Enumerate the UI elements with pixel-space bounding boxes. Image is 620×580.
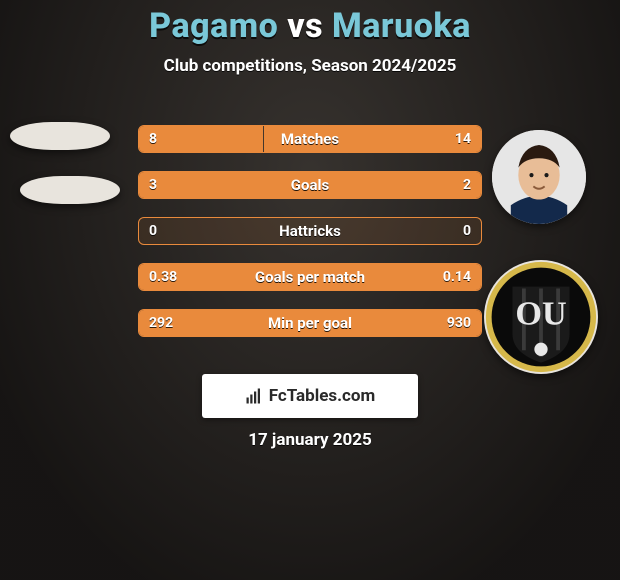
stat-label: Goals	[139, 176, 481, 194]
player1-name: Pagamo	[149, 6, 278, 46]
club-crest-icon: OU	[484, 260, 598, 374]
vs-label: vs	[287, 6, 323, 46]
stat-row: 814Matches	[138, 125, 482, 153]
player2-club-crest: OU	[484, 260, 598, 374]
headshot-icon	[492, 130, 586, 224]
brand-text: FcTables.com	[269, 386, 375, 406]
player2-headshot	[492, 130, 586, 224]
stats-container: 814Matches 32Goals 00Hattricks 0.380.14Goal…	[138, 125, 482, 355]
player1-avatar-placeholder	[10, 122, 110, 150]
stat-label: Matches	[139, 130, 481, 148]
brand-badge: FcTables.com	[202, 374, 418, 418]
subtitle: Club competitions, Season 2024/2025	[0, 56, 620, 76]
comparison-title: Pagamo vs Maruoka	[0, 0, 620, 46]
svg-text:OU: OU	[515, 296, 566, 333]
date-label: 17 january 2025	[0, 430, 620, 450]
stat-label: Hattricks	[139, 222, 481, 240]
stat-row: 0.380.14Goals per match	[138, 263, 482, 291]
stat-row: 292930Min per goal	[138, 309, 482, 337]
stat-row: 00Hattricks	[138, 217, 482, 245]
stat-label: Min per goal	[139, 314, 481, 332]
stat-label: Goals per match	[139, 268, 481, 286]
stat-row: 32Goals	[138, 171, 482, 199]
barchart-icon	[245, 387, 263, 405]
player1-club-placeholder	[20, 176, 120, 204]
player2-name: Maruoka	[332, 6, 471, 46]
